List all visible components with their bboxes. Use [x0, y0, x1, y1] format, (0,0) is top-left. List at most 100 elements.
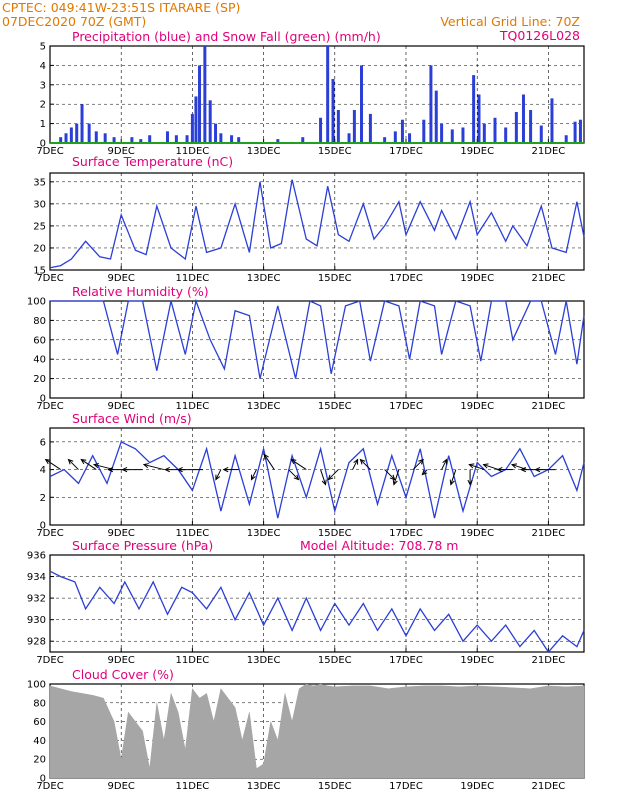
wind-vector-arrowhead: [222, 466, 229, 473]
wind-vector-arrow: [450, 469, 457, 485]
precipitation-bar: [198, 65, 202, 143]
temperature-x-tick-label: 21DEC: [532, 273, 566, 284]
humidity-x-tick-label: 19DEC: [460, 401, 494, 412]
temperature-plot-frame: [49, 172, 585, 271]
wind-x-tick-label: 13DEC: [247, 528, 281, 539]
cloud-cover-title: Cloud Cover (%): [72, 667, 174, 682]
wind-vector-arrow: [320, 469, 327, 485]
precipitation-x-tick-label: 7DEC: [36, 146, 63, 157]
humidity-y-tick-label: 100: [27, 297, 46, 308]
cloud-cover-y-tick-label: 100: [27, 680, 46, 691]
humidity-x-tick-label: 15DEC: [318, 401, 352, 412]
wind-vector-arrowhead: [392, 479, 398, 486]
precipitation-bar: [482, 123, 486, 143]
precipitation-plot-frame: [49, 45, 585, 144]
wind-vector-arrowhead: [359, 458, 366, 465]
wind-vector-arrowhead: [215, 474, 221, 481]
humidity-y-tick-label: 40: [33, 355, 46, 366]
header-code: TQ0126L028: [499, 28, 580, 43]
temperature-panel: Surface Temperature (nC) 15 20 25 30 35 7DEC 9…: [33, 154, 585, 284]
cloud-cover-x-tick-label: 13DEC: [247, 781, 281, 792]
wind-vector-arrow: [511, 464, 528, 471]
wind-vector-arrow: [483, 464, 499, 471]
wind-vector-arrow: [68, 459, 79, 470]
humidity-x-tick-label: 9DEC: [108, 401, 135, 412]
wind-vector-arrow: [251, 469, 257, 480]
humidity-x-tick-label: 7DEC: [36, 401, 63, 412]
temperature-x-tick-label: 15DEC: [318, 273, 352, 284]
pressure-x-tick-label: 17DEC: [389, 655, 423, 666]
wind-vector-arrowhead: [534, 466, 541, 473]
precipitation-x-tick-label: 15DEC: [318, 146, 352, 157]
precipitation-title: Precipitation (blue) and Snow Fall (gree…: [72, 29, 381, 44]
precipitation-bar: [326, 46, 330, 143]
cloud-cover-area: [49, 683, 585, 779]
precipitation-bar: [87, 123, 91, 143]
precipitation-bar: [80, 104, 84, 143]
wind-vector-arrowhead: [496, 466, 503, 473]
wind-vector-arrowhead: [327, 474, 334, 481]
pressure-series-line: [49, 570, 585, 654]
header-grid-note: Vertical Grid Line: 70Z: [440, 14, 580, 29]
wind-vector-arrowhead: [67, 458, 74, 465]
wind-vector-arrowhead: [442, 458, 448, 465]
wind-vector-arrowhead: [92, 463, 100, 469]
temperature-title: Surface Temperature (nC): [72, 154, 233, 169]
humidity-plot-frame: [49, 300, 585, 399]
temperature-y-tick-label: 35: [33, 177, 46, 188]
precipitation-bar: [368, 113, 372, 143]
pressure-y-tick-label: 928: [27, 637, 46, 648]
precipitation-bar: [276, 139, 280, 143]
precipitation-bar: [461, 127, 465, 143]
precipitation-bar: [573, 121, 577, 143]
temperature-x-tick-label: 11DEC: [176, 273, 210, 284]
wind-vector-arrowhead: [263, 453, 269, 460]
pressure-y-tick-label: 934: [27, 572, 46, 583]
precipitation-x-tick-label: 13DEC: [247, 146, 281, 157]
precipitation-x-tick-label: 17DEC: [389, 146, 423, 157]
cloud-cover-x-tick-label: 17DEC: [389, 781, 423, 792]
wind-vector-arrowhead: [468, 463, 475, 469]
precipitation-bar: [331, 78, 335, 143]
pressure-x-tick-label: 19DEC: [460, 655, 494, 666]
wind-y-tick-label: 6: [40, 437, 46, 448]
precipitation-bar: [112, 137, 116, 143]
wind-vector-arrowhead: [418, 458, 424, 465]
temperature-x-tick-label: 7DEC: [36, 273, 63, 284]
precipitation-bar: [529, 110, 533, 143]
cloud-cover-x-tick-label: 21DEC: [532, 781, 566, 792]
precipitation-y-tick-label: 0: [40, 139, 46, 150]
wind-vector-arrow: [441, 459, 448, 470]
wind-x-tick-label: 19DEC: [460, 528, 494, 539]
precipitation-y-tick-label: 1: [40, 119, 46, 130]
precipitation-bar: [190, 113, 194, 143]
precipitation-bar: [383, 137, 387, 143]
wind-x-tick-label: 17DEC: [389, 528, 423, 539]
pressure-x-tick-label: 9DEC: [108, 655, 135, 666]
temperature-y-tick-label: 25: [33, 221, 46, 232]
humidity-panel: Relative Humidity (%) 0 20 40 60 80 100 7DEC 9D…: [27, 284, 585, 412]
wind-vector-arrow: [328, 469, 339, 480]
pressure-x-tick-label: 21DEC: [532, 655, 566, 666]
precipitation-bar: [75, 123, 79, 143]
precipitation-x-tick-label: 11DEC: [176, 146, 210, 157]
cloud-cover-x-tick-label: 11DEC: [176, 781, 210, 792]
precipitation-bar: [59, 137, 63, 143]
precipitation-bar: [539, 125, 543, 143]
pressure-x-tick-label: 7DEC: [36, 655, 63, 666]
wind-x-tick-label: 7DEC: [36, 528, 63, 539]
wind-vector-arrowhead: [353, 458, 359, 465]
precipitation-bar: [301, 137, 305, 143]
temperature-x-tick-label: 17DEC: [389, 273, 423, 284]
pressure-plot-frame: [49, 554, 585, 653]
wind-vector-arrowhead: [80, 458, 87, 465]
precipitation-bar: [360, 65, 363, 143]
precipitation-bar: [208, 100, 212, 143]
precipitation-bar: [219, 133, 223, 143]
pressure-panel: Surface Pressure (hPa) Model Altitude: 7…: [27, 538, 585, 666]
temperature-x-tick-label: 9DEC: [108, 273, 135, 284]
wind-vector-arrow: [263, 454, 275, 470]
wind-vector-arrowhead: [121, 466, 128, 473]
wind-vector-arrowhead: [290, 458, 297, 465]
temperature-x-tick-label: 19DEC: [460, 273, 494, 284]
